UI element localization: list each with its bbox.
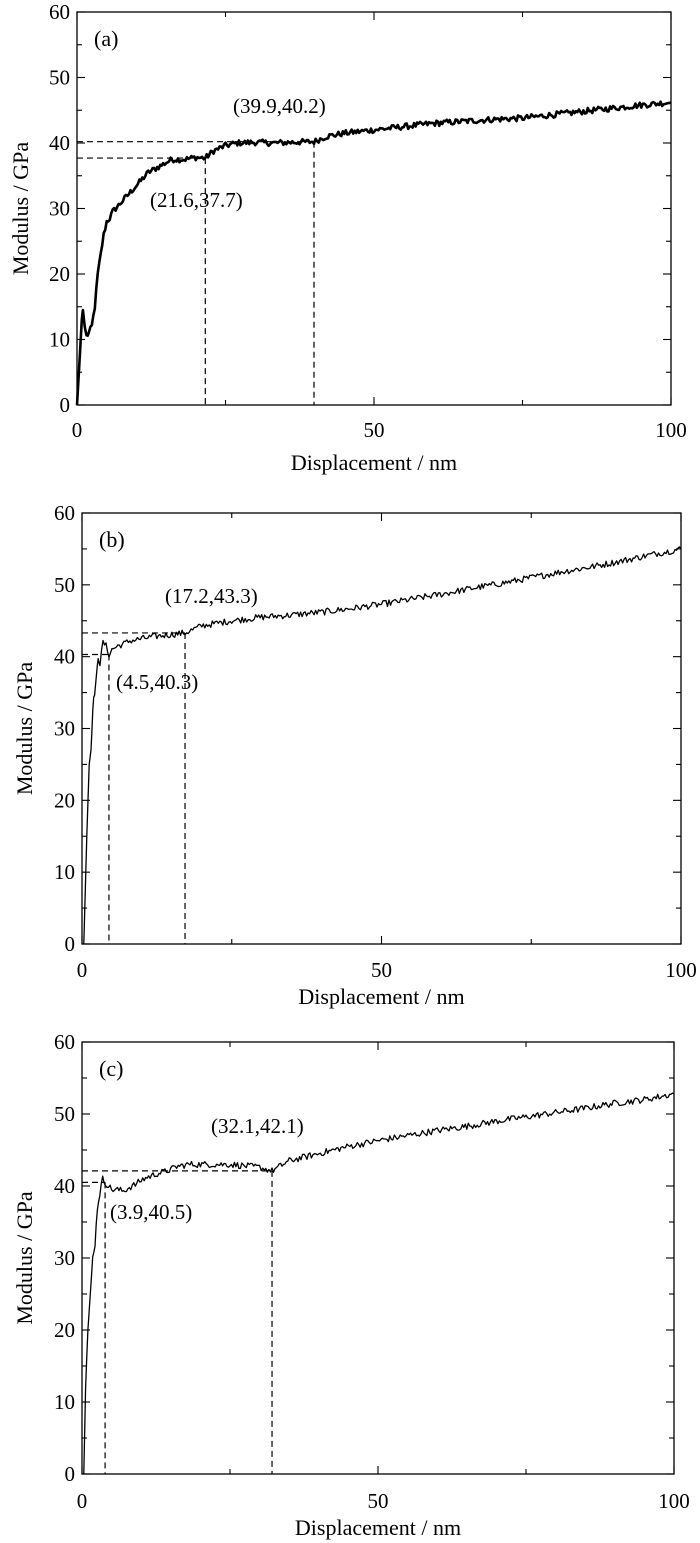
chart-panel-c: 0 50 100 0 10 20 30 40 50 60 Displacement / nm Modu… (12, 1030, 690, 1540)
y-tick-label: 50 (54, 573, 75, 597)
y-tick-label: 30 (49, 197, 70, 221)
y-tick-label: 50 (49, 66, 70, 90)
y-tick-label: 60 (49, 0, 70, 24)
y-tick-label: 40 (49, 131, 70, 155)
x-tick-label: 50 (364, 418, 385, 442)
x-tick-label: 100 (655, 418, 687, 442)
y-tick-label: 20 (54, 1318, 75, 1342)
y-axis-title: Modulus / GPa (8, 142, 33, 275)
panel-label: (a) (94, 26, 118, 51)
y-tick-label: 40 (54, 1174, 75, 1198)
y-tick-label: 0 (60, 393, 71, 417)
y-tick-label: 20 (54, 788, 75, 812)
y-tick-label: 60 (54, 501, 75, 525)
x-tick-label: 50 (371, 958, 392, 982)
y-tick-label: 0 (65, 1462, 76, 1486)
y-tick-label: 10 (54, 860, 75, 884)
x-tick-label: 100 (658, 1489, 690, 1513)
x-tick-label: 0 (77, 958, 88, 982)
x-tick-label: 0 (77, 1489, 88, 1513)
y-axis-title: Modulus / GPa (12, 1191, 37, 1324)
chart-panel-a: 0 50 100 0 10 20 30 40 50 60 Displacement / nm Modu… (8, 0, 687, 475)
y-tick-label: 30 (54, 1246, 75, 1270)
data-annotation: (3.9,40.5) (110, 1200, 192, 1224)
data-annotation: (21.6,37.7) (150, 188, 243, 212)
x-tick-label: 100 (665, 958, 697, 982)
y-tick-label: 10 (49, 328, 70, 352)
x-axis-title: Displacement / nm (291, 450, 457, 475)
y-tick-label: 10 (54, 1390, 75, 1414)
panel-label: (c) (99, 1056, 123, 1081)
data-annotation: (39.9,40.2) (233, 94, 326, 118)
panel-label: (b) (99, 527, 125, 552)
x-axis-title: Displacement / nm (298, 984, 464, 1009)
series-line (83, 546, 682, 945)
data-annotation: (32.1,42.1) (211, 1114, 304, 1138)
x-tick-label: 50 (368, 1489, 389, 1513)
plot-frame (81, 512, 682, 945)
data-annotation: (17.2,43.3) (165, 584, 258, 608)
y-tick-label: 50 (54, 1102, 75, 1126)
y-tick-label: 30 (54, 717, 75, 741)
y-tick-label: 20 (49, 262, 70, 286)
y-tick-label: 0 (65, 932, 76, 956)
y-tick-label: 60 (54, 1030, 75, 1054)
data-annotation: (4.5,40.3) (116, 670, 198, 694)
series-line (83, 1092, 675, 1475)
x-axis-title: Displacement / nm (295, 1515, 461, 1540)
y-axis-title: Modulus / GPa (12, 662, 37, 795)
chart-panel-b: 0 50 100 0 10 20 30 40 50 60 Displacement / nm Modu… (12, 501, 697, 1009)
y-tick-label: 40 (54, 645, 75, 669)
series-line (75, 100, 672, 406)
x-tick-label: 0 (72, 418, 83, 442)
